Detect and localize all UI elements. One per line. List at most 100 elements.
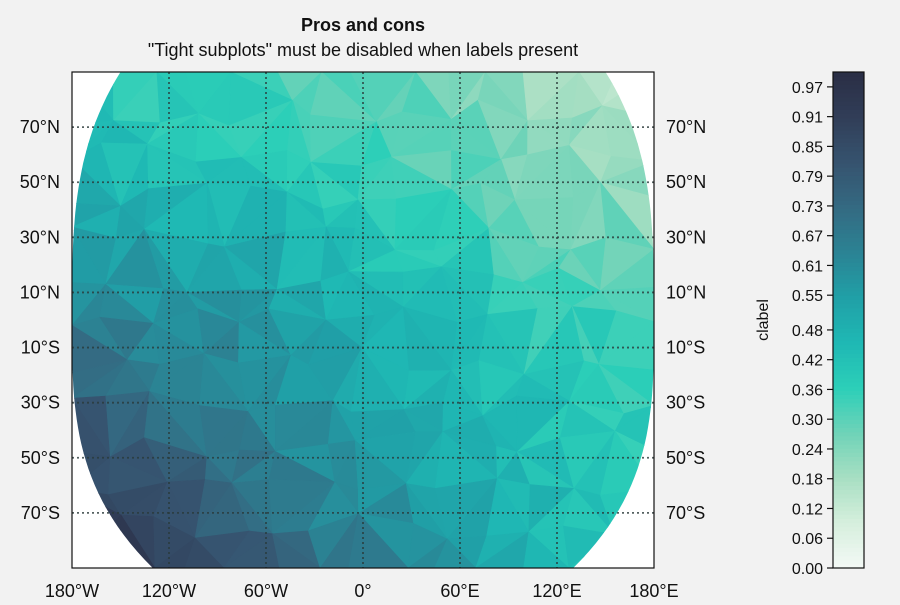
colorbar-segment bbox=[833, 274, 864, 280]
colorbar-segment bbox=[833, 427, 864, 433]
colorbar-segment bbox=[833, 187, 864, 193]
y-tick-label-left: 70°N bbox=[20, 117, 60, 137]
colorbar-segment bbox=[833, 501, 864, 507]
colorbar-segment bbox=[833, 410, 864, 416]
y-tick-label-left: 10°N bbox=[20, 282, 60, 302]
colorbar-segment bbox=[833, 258, 864, 263]
colorbar-segment bbox=[833, 109, 864, 114]
colorbar-segment bbox=[833, 551, 864, 557]
colorbar-segment bbox=[833, 191, 864, 197]
y-tick-labels-left: 70°N 50°N 30°N 10°N 10°S 30°S 50°S 70°S bbox=[20, 117, 60, 523]
chart-title: Pros and cons bbox=[300, 15, 426, 35]
colorbar-segment bbox=[833, 448, 864, 453]
y-tick-label-right: 30°S bbox=[666, 393, 705, 413]
colorbar-segment bbox=[833, 233, 864, 238]
colorbar-segment bbox=[833, 171, 864, 176]
colorbar-segment bbox=[833, 481, 864, 486]
x-tick-label: 180°W bbox=[45, 581, 99, 601]
colorbar-segment bbox=[833, 377, 864, 383]
x-tick-label: 60°E bbox=[440, 581, 479, 601]
colorbar-segment bbox=[833, 539, 864, 544]
colorbar: 0.00 0.06 0.12 0.18 0.24 0.30 0.36 0.42 0.48 0.55… bbox=[755, 71, 865, 578]
colorbar-segment bbox=[833, 307, 864, 313]
colorbar-segment bbox=[833, 344, 864, 350]
colorbar-segment bbox=[833, 162, 864, 168]
colorbar-segment bbox=[833, 477, 864, 482]
colorbar-segment bbox=[833, 121, 864, 127]
y-tick-label-right: 70°N bbox=[666, 117, 706, 137]
colorbar-tick-label: 0.24 bbox=[792, 442, 823, 459]
colorbar-segment bbox=[833, 311, 864, 317]
colorbar-segment bbox=[833, 472, 864, 478]
y-tick-label-right: 30°N bbox=[666, 227, 706, 247]
colorbar-segment bbox=[833, 208, 864, 214]
colorbar-segment bbox=[833, 129, 864, 135]
colorbar-segment bbox=[833, 245, 864, 251]
colorbar-tick-label: 0.12 bbox=[792, 501, 823, 518]
colorbar-segment bbox=[833, 493, 864, 499]
colorbar-tick-label: 0.79 bbox=[792, 169, 823, 186]
colorbar-segment bbox=[833, 96, 864, 102]
colorbar-segment bbox=[833, 435, 864, 441]
colorbar-segment bbox=[833, 394, 864, 400]
x-tick-label: 0° bbox=[354, 581, 371, 601]
colorbar-segment bbox=[833, 328, 864, 333]
colorbar-segment bbox=[833, 303, 864, 309]
colorbar-segment bbox=[833, 142, 864, 147]
colorbar-segment bbox=[833, 530, 864, 536]
colorbar-segment bbox=[833, 468, 864, 474]
colorbar-segment bbox=[833, 84, 864, 90]
colorbar-segment bbox=[833, 105, 864, 110]
colorbar-segment bbox=[833, 282, 864, 288]
colorbar-segment bbox=[833, 315, 864, 321]
colorbar-segment bbox=[833, 522, 864, 528]
colorbar-segment bbox=[833, 196, 864, 201]
colorbar-segment bbox=[833, 518, 864, 524]
colorbar-segment bbox=[833, 88, 864, 94]
colorbar-tick-label: 0.42 bbox=[792, 353, 823, 370]
colorbar-segment bbox=[833, 382, 864, 387]
y-tick-label-left: 30°N bbox=[20, 227, 60, 247]
x-tick-label: 120°E bbox=[532, 581, 581, 601]
colorbar-segment bbox=[833, 431, 864, 437]
colorbar-segment bbox=[833, 324, 864, 329]
colorbar-tick-label: 0.97 bbox=[792, 80, 823, 97]
x-tick-label: 180°E bbox=[629, 581, 678, 601]
colorbar-segment bbox=[833, 563, 864, 569]
colorbar-segment bbox=[833, 353, 864, 358]
colorbar-segment bbox=[833, 485, 864, 491]
mesh-facet bbox=[184, 537, 225, 568]
colorbar-segment bbox=[833, 146, 864, 152]
colorbar-segment bbox=[833, 357, 864, 362]
colorbar-segment bbox=[833, 390, 864, 395]
colorbar-segment bbox=[833, 158, 864, 164]
map-field bbox=[72, 72, 654, 568]
colorbar-segment bbox=[833, 200, 864, 205]
colorbar-segment bbox=[833, 543, 864, 548]
y-tick-label-right: 50°S bbox=[666, 448, 705, 468]
colorbar-segment bbox=[833, 266, 864, 271]
colorbar-segment bbox=[833, 150, 864, 156]
colorbar-segment bbox=[833, 402, 864, 408]
y-tick-label-left: 30°S bbox=[21, 393, 60, 413]
colorbar-segment bbox=[833, 439, 864, 445]
colorbar-segment bbox=[833, 167, 864, 172]
y-tick-label-right: 10°S bbox=[666, 338, 705, 358]
colorbar-segment bbox=[833, 117, 864, 123]
colorbar-tick-label: 0.61 bbox=[792, 258, 823, 275]
y-tick-label-right: 10°N bbox=[666, 282, 706, 302]
colorbar-segment bbox=[833, 229, 864, 234]
colorbar-segment bbox=[833, 183, 864, 189]
colorbar-segment bbox=[833, 460, 864, 466]
colorbar-segment bbox=[833, 100, 864, 106]
colorbar-tick-label: 0.85 bbox=[792, 139, 823, 156]
colorbar-segment bbox=[833, 365, 864, 371]
gridlines bbox=[72, 72, 654, 568]
y-tick-label-left: 50°N bbox=[20, 172, 60, 192]
colorbar-segment bbox=[833, 253, 864, 259]
colorbar-segment bbox=[833, 237, 864, 243]
colorbar-segment bbox=[833, 444, 864, 449]
mesh-facet bbox=[434, 538, 477, 568]
colorbar-segment bbox=[833, 332, 864, 338]
